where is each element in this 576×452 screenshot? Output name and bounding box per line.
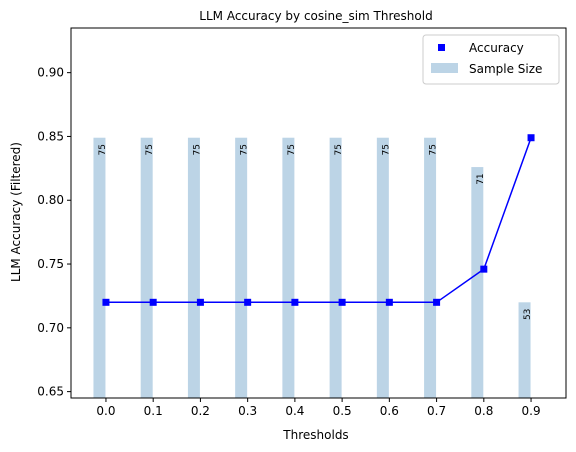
bar-value-label: 75 <box>381 144 391 155</box>
x-tick-label: 0.4 <box>285 404 304 418</box>
y-tick-label: 0.75 <box>37 257 64 271</box>
x-tick-label: 0.0 <box>96 404 115 418</box>
x-tick-label: 0.6 <box>380 404 399 418</box>
y-axis-label: LLM Accuracy (Filtered) <box>9 142 23 282</box>
x-tick-label: 0.8 <box>474 404 493 418</box>
y-tick-label: 0.85 <box>37 129 64 143</box>
axes-frame <box>70 27 567 399</box>
accuracy-point <box>244 298 252 306</box>
accuracy-point <box>291 298 299 306</box>
sample-size-bar <box>424 137 437 399</box>
sample-size-bar <box>282 137 295 399</box>
accuracy-point <box>433 298 441 306</box>
y-tick-label: 0.80 <box>37 193 64 207</box>
sample-size-bar <box>518 302 531 398</box>
bar-value-label: 75 <box>287 144 297 155</box>
plot-area: 75 75 75 75 75 75 75 75 71 53 0.0 0.1 0.2 0.3 0.4 0.5 0.… <box>37 27 567 418</box>
y-tick-label: 0.70 <box>37 321 64 335</box>
x-tick-label: 0.9 <box>522 404 541 418</box>
legend-sample-size-swatch <box>431 63 458 73</box>
bar-value-label: 75 <box>429 144 439 155</box>
sample-size-bar <box>235 137 248 399</box>
legend-accuracy-marker <box>438 44 445 51</box>
x-tick-label: 0.2 <box>191 404 210 418</box>
accuracy-line <box>105 137 532 304</box>
y-tick-label: 0.65 <box>37 385 64 399</box>
sample-size-bar <box>329 137 342 399</box>
legend: Accuracy Sample Size <box>422 34 560 85</box>
y-tick-label: 0.90 <box>37 66 64 80</box>
bar-value-label: 75 <box>98 144 108 155</box>
bar-value-label: 71 <box>476 173 486 184</box>
accuracy-point <box>338 298 346 306</box>
bar-value-label: 75 <box>240 144 250 155</box>
legend-sample-size-label: Sample Size <box>469 62 542 76</box>
accuracy-point <box>149 298 157 306</box>
bar-value-label: 75 <box>145 144 155 155</box>
x-tick-label: 0.7 <box>427 404 446 418</box>
accuracy-point <box>196 298 204 306</box>
sample-size-bar <box>93 137 106 399</box>
sample-size-bar <box>471 167 484 398</box>
legend-accuracy-label: Accuracy <box>469 41 524 55</box>
x-tick-label: 0.1 <box>144 404 163 418</box>
sample-size-bar <box>140 137 153 399</box>
x-tick-label: 0.3 <box>238 404 257 418</box>
accuracy-point <box>385 298 393 306</box>
x-tick-label: 0.5 <box>333 404 352 418</box>
accuracy-point <box>480 265 488 273</box>
bar-value-label: 75 <box>334 144 344 155</box>
chart-title: LLM Accuracy by cosine_sim Threshold <box>199 9 432 23</box>
accuracy-point <box>527 134 535 142</box>
accuracy-point <box>102 298 110 306</box>
sample-size-bar <box>187 137 200 399</box>
sample-size-bar <box>376 137 389 399</box>
bar-value-label: 75 <box>192 144 202 155</box>
x-axis-label: Thresholds <box>282 428 348 442</box>
bar-value-label: 53 <box>523 309 533 320</box>
